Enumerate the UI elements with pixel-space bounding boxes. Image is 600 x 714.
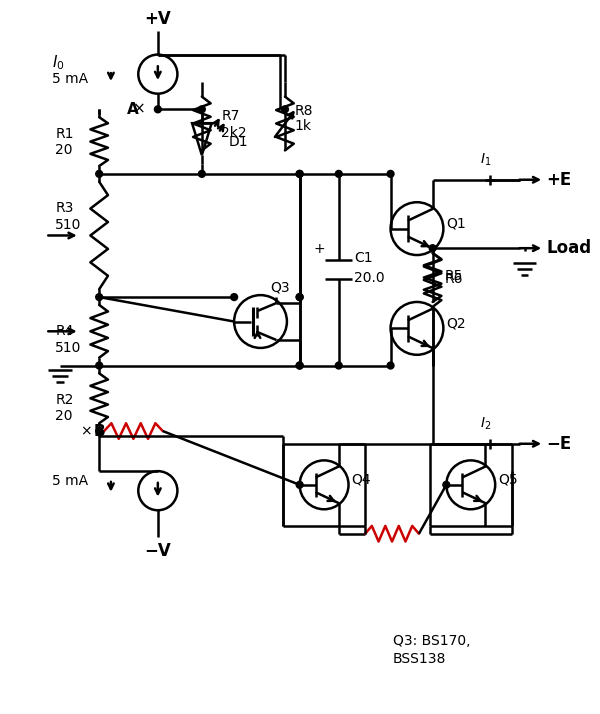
Text: R4: R4 bbox=[55, 324, 74, 338]
Circle shape bbox=[443, 481, 450, 488]
Circle shape bbox=[296, 171, 303, 177]
Text: R1: R1 bbox=[55, 127, 74, 141]
Circle shape bbox=[296, 293, 303, 301]
Circle shape bbox=[281, 106, 289, 113]
Text: Q3: BS170,: Q3: BS170, bbox=[392, 634, 470, 648]
Text: Q2: Q2 bbox=[446, 316, 466, 331]
Circle shape bbox=[96, 428, 103, 434]
Text: +V: +V bbox=[145, 10, 171, 28]
Circle shape bbox=[296, 481, 303, 488]
Circle shape bbox=[296, 293, 303, 301]
Text: +: + bbox=[313, 242, 325, 256]
Text: R6: R6 bbox=[445, 273, 463, 286]
Text: 510: 510 bbox=[55, 341, 82, 355]
Text: B: B bbox=[94, 423, 105, 438]
Circle shape bbox=[96, 171, 103, 177]
Text: R5: R5 bbox=[445, 268, 463, 283]
Circle shape bbox=[335, 362, 342, 369]
Text: 20: 20 bbox=[55, 409, 73, 423]
Circle shape bbox=[230, 293, 238, 301]
Text: R2: R2 bbox=[55, 393, 74, 407]
Text: 2k2: 2k2 bbox=[221, 126, 247, 140]
Text: R7: R7 bbox=[221, 109, 240, 124]
Text: $I_0$: $I_0$ bbox=[52, 53, 65, 71]
Text: ×: × bbox=[133, 102, 146, 117]
Circle shape bbox=[296, 171, 303, 177]
Text: ×: × bbox=[80, 424, 91, 438]
Text: R8: R8 bbox=[295, 104, 313, 119]
Circle shape bbox=[96, 293, 103, 301]
Text: C1: C1 bbox=[355, 251, 373, 265]
Text: −V: −V bbox=[145, 541, 171, 560]
Circle shape bbox=[429, 245, 436, 251]
Text: Q3: Q3 bbox=[270, 281, 290, 294]
Circle shape bbox=[96, 362, 103, 369]
Text: −E: −E bbox=[546, 435, 571, 453]
Text: 1k: 1k bbox=[295, 119, 312, 133]
Text: D1: D1 bbox=[228, 135, 248, 149]
Text: 510: 510 bbox=[55, 218, 82, 232]
Text: 5 mA: 5 mA bbox=[52, 72, 88, 86]
Text: R3: R3 bbox=[55, 201, 74, 215]
Circle shape bbox=[199, 106, 205, 113]
Circle shape bbox=[296, 362, 303, 369]
Circle shape bbox=[154, 106, 161, 113]
Text: Q1: Q1 bbox=[446, 217, 466, 231]
Text: 5 mA: 5 mA bbox=[52, 474, 88, 488]
Text: A: A bbox=[127, 102, 138, 117]
Text: BSS138: BSS138 bbox=[392, 652, 446, 666]
Text: 20: 20 bbox=[55, 144, 73, 157]
Text: Q4: Q4 bbox=[352, 473, 371, 487]
Text: +E: +E bbox=[546, 171, 571, 188]
Text: Q5: Q5 bbox=[498, 473, 518, 487]
Text: $I_2$: $I_2$ bbox=[480, 416, 491, 432]
Circle shape bbox=[387, 171, 394, 177]
Text: $I_1$: $I_1$ bbox=[480, 151, 491, 168]
Circle shape bbox=[387, 362, 394, 369]
Circle shape bbox=[335, 171, 342, 177]
Circle shape bbox=[199, 171, 205, 177]
Text: 20.0: 20.0 bbox=[355, 271, 385, 284]
Text: Load: Load bbox=[546, 239, 591, 257]
Circle shape bbox=[296, 362, 303, 369]
